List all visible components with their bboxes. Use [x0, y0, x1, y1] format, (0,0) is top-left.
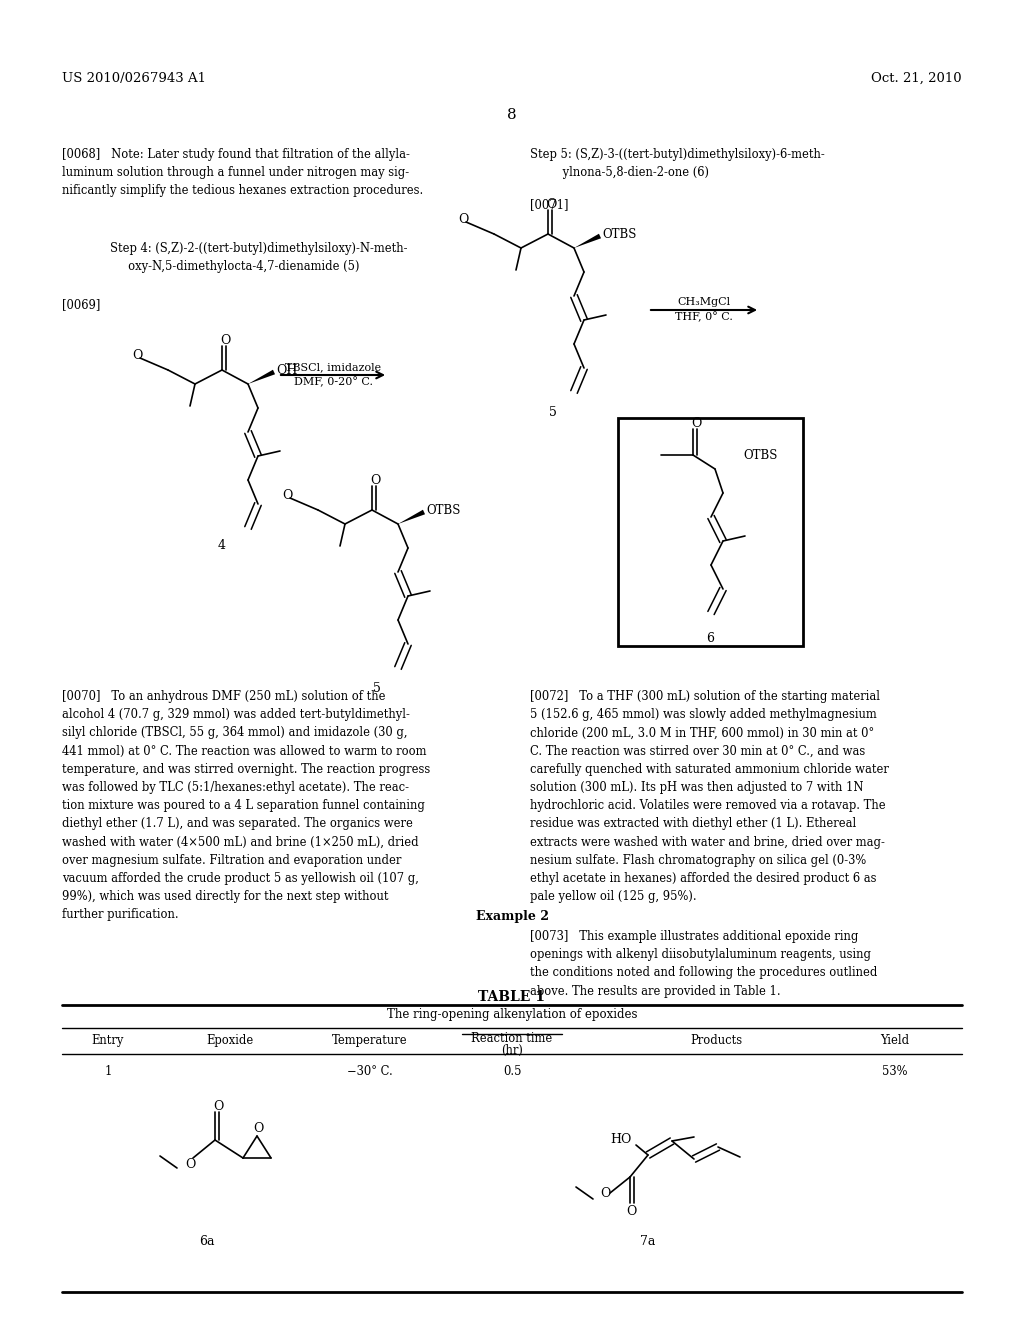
Text: OTBS: OTBS	[426, 504, 461, 517]
Text: O: O	[132, 348, 142, 362]
Text: (hr): (hr)	[501, 1044, 523, 1057]
Text: O: O	[626, 1205, 636, 1218]
Text: O: O	[220, 334, 230, 347]
Text: O: O	[691, 417, 701, 430]
Text: 4: 4	[218, 539, 226, 552]
Text: [0070]   To an anhydrous DMF (250 mL) solution of the
alcohol 4 (70.7 g, 329 mmo: [0070] To an anhydrous DMF (250 mL) solu…	[62, 690, 430, 921]
Text: The ring-opening alkenylation of epoxides: The ring-opening alkenylation of epoxide…	[387, 1008, 637, 1020]
Text: [0069]: [0069]	[62, 298, 100, 312]
Text: 6a: 6a	[200, 1236, 215, 1247]
Text: THF, 0° C.: THF, 0° C.	[675, 312, 733, 322]
Polygon shape	[715, 454, 742, 469]
Text: [0068]   Note: Later study found that filtration of the allyla-
luminum solution: [0068] Note: Later study found that filt…	[62, 148, 423, 198]
Text: TABLE 1: TABLE 1	[478, 990, 546, 1005]
Text: [0072]   To a THF (300 mL) solution of the starting material
5 (152.6 g, 465 mmo: [0072] To a THF (300 mL) solution of the…	[530, 690, 889, 903]
Text: O: O	[546, 198, 556, 211]
Text: 5: 5	[373, 682, 381, 696]
Text: Temperature: Temperature	[332, 1034, 408, 1047]
Text: O: O	[213, 1100, 223, 1113]
Text: OH: OH	[276, 364, 297, 378]
Text: O: O	[600, 1187, 610, 1200]
Text: −30° C.: −30° C.	[347, 1065, 393, 1078]
Text: Epoxide: Epoxide	[207, 1034, 254, 1047]
Bar	[618, 418, 803, 645]
Polygon shape	[398, 510, 425, 524]
Text: 5: 5	[549, 407, 557, 418]
Text: O: O	[458, 213, 468, 226]
Text: [0071]: [0071]	[530, 198, 568, 211]
Text: 0.5: 0.5	[503, 1065, 521, 1078]
Text: Entry: Entry	[92, 1034, 124, 1047]
Text: CH₃MgCl: CH₃MgCl	[678, 297, 730, 308]
Text: 53%: 53%	[883, 1065, 907, 1078]
Text: DMF, 0-20° C.: DMF, 0-20° C.	[294, 378, 373, 388]
Text: TBSCl, imidazole: TBSCl, imidazole	[285, 362, 381, 372]
Text: 6: 6	[706, 632, 714, 645]
Text: Step 4: (S,Z)-2-((tert-butyl)dimethylsiloxy)-N-meth-
     oxy-N,5-dimethylocta-4: Step 4: (S,Z)-2-((tert-butyl)dimethylsil…	[110, 242, 408, 273]
Text: O: O	[370, 474, 380, 487]
Text: O: O	[282, 488, 293, 502]
Text: O: O	[253, 1122, 263, 1135]
Polygon shape	[574, 234, 601, 248]
Text: O: O	[185, 1158, 196, 1171]
Text: OTBS: OTBS	[602, 228, 636, 242]
Text: OTBS: OTBS	[743, 449, 777, 462]
Text: Oct. 21, 2010: Oct. 21, 2010	[871, 73, 962, 84]
Text: US 2010/0267943 A1: US 2010/0267943 A1	[62, 73, 206, 84]
Text: 8: 8	[507, 108, 517, 121]
Text: HO: HO	[610, 1133, 632, 1146]
Text: Yield: Yield	[881, 1034, 909, 1047]
Text: Example 2: Example 2	[475, 909, 549, 923]
Text: Step 5: (S,Z)-3-((tert-butyl)dimethylsiloxy)-6-meth-
         ylnona-5,8-dien-2-: Step 5: (S,Z)-3-((tert-butyl)dimethylsil…	[530, 148, 824, 180]
Text: 7a: 7a	[640, 1236, 655, 1247]
Text: 1: 1	[104, 1065, 112, 1078]
Polygon shape	[248, 370, 275, 384]
Text: Reaction time: Reaction time	[471, 1032, 553, 1045]
Text: Products: Products	[690, 1034, 742, 1047]
Text: [0073]   This example illustrates additional epoxide ring
openings with alkenyl : [0073] This example illustrates addition…	[530, 931, 878, 998]
